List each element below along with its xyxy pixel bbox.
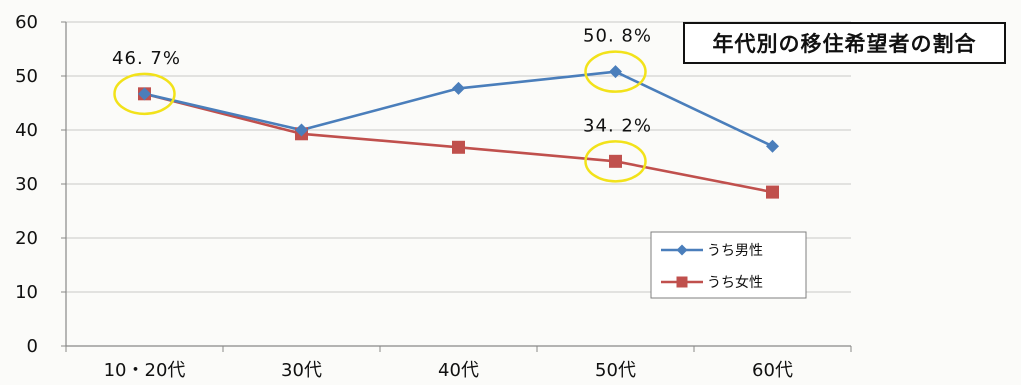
chart-title: 年代別の移住希望者の割合 (683, 22, 1006, 64)
data-point-male (295, 123, 308, 137)
x-tick-label: 50代 (595, 360, 636, 381)
legend-marker-female (676, 276, 688, 288)
data-point-male (609, 65, 622, 79)
y-tick-label: 10 (15, 282, 38, 303)
x-tick-label: 30代 (281, 360, 322, 381)
annotation-label: 34. 2% (583, 115, 652, 136)
legend-label-male: うち男性 (707, 243, 763, 259)
y-tick-label: 30 (15, 174, 38, 195)
data-point-female (766, 185, 779, 199)
data-point-male (138, 87, 151, 101)
annotation-label: 50. 8% (583, 26, 652, 47)
data-point-female (452, 140, 465, 154)
highlight-circle (584, 50, 647, 93)
legend-marker-male (676, 244, 688, 256)
legend-label-female: うち女性 (707, 274, 763, 291)
y-tick-label: 50 (15, 66, 38, 87)
highlight-circle (584, 140, 647, 183)
y-tick-label: 0 (27, 336, 38, 357)
x-tick-label: 40代 (438, 360, 479, 381)
data-point-male (766, 139, 779, 153)
y-tick-label: 20 (15, 228, 38, 249)
data-point-female (609, 154, 622, 168)
annotation-label: 46. 7% (112, 48, 181, 69)
y-tick-label: 40 (15, 120, 38, 141)
data-point-male (452, 81, 465, 95)
y-tick-label: 60 (15, 12, 38, 33)
x-tick-label: 10・20代 (104, 360, 186, 381)
highlight-circle (113, 72, 176, 116)
x-tick-label: 60代 (752, 360, 793, 381)
